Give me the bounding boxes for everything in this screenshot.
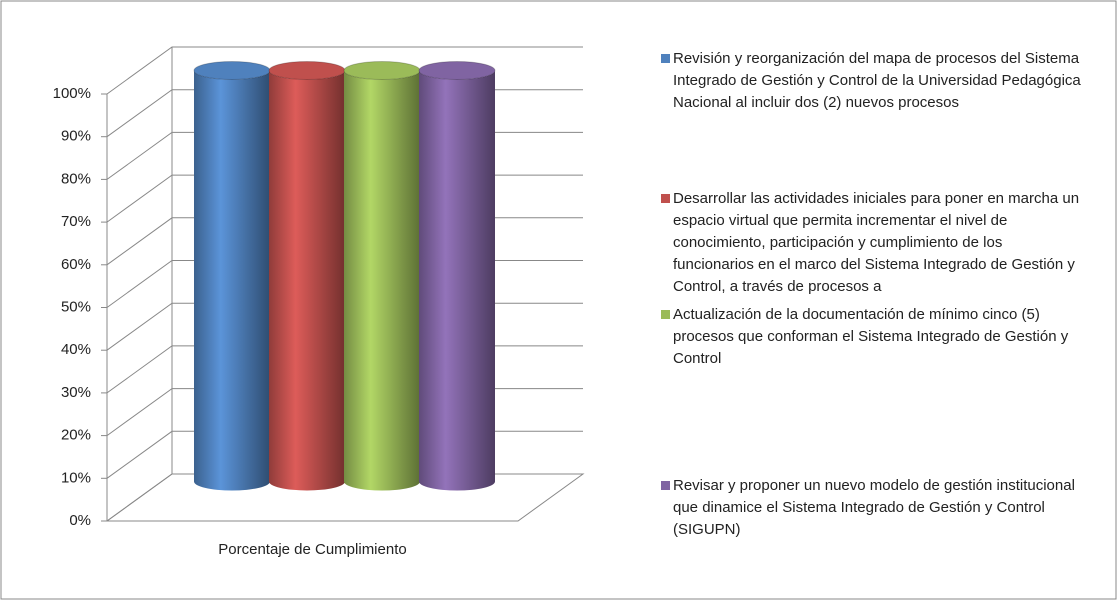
y-tick-label: 100% (53, 85, 91, 102)
cylinder-top (193, 61, 271, 80)
y-tick-label: 50% (61, 298, 91, 315)
legend-swatch (661, 310, 670, 319)
legend-swatch (661, 194, 670, 203)
y-tick-label: 90% (61, 128, 91, 145)
legend-item: Revisar y proponer un nuevo modelo de ge… (661, 475, 1086, 541)
cylinder-top (418, 61, 496, 80)
x-tick-label: Porcentaje de Cumplimiento (218, 541, 406, 558)
legend-swatch (661, 481, 670, 490)
legend-label: Revisar y proponer un nuevo modelo de ge… (673, 477, 1075, 538)
y-tick-label: 0% (69, 512, 91, 529)
cylinder (344, 70, 420, 491)
y-tick-label: 60% (61, 256, 91, 273)
legend-item: Desarrollar las actividades iniciales pa… (661, 188, 1086, 298)
legend-label: Actualización de la documentación de mín… (673, 306, 1069, 367)
legend-swatch (661, 54, 670, 63)
cylinder-top (268, 61, 346, 80)
y-tick-label: 80% (61, 170, 91, 187)
cylinder (269, 70, 345, 491)
y-tick-label: 20% (61, 427, 91, 444)
y-tick-label: 30% (61, 384, 91, 401)
grid-line (106, 46, 583, 95)
legend-item: Revisión y reorganización del mapa de pr… (661, 48, 1086, 114)
legend-label: Revisión y reorganización del mapa de pr… (673, 50, 1081, 111)
legend-label: Desarrollar las actividades iniciales pa… (673, 190, 1080, 295)
y-tick-label: 40% (61, 341, 91, 358)
y-tick-label: 10% (61, 469, 91, 486)
cylinder (194, 70, 270, 491)
cylinder (419, 70, 495, 491)
legend-item: Actualización de la documentación de mín… (661, 304, 1086, 370)
y-tick-label: 70% (61, 213, 91, 230)
cylinder-top (343, 61, 421, 80)
